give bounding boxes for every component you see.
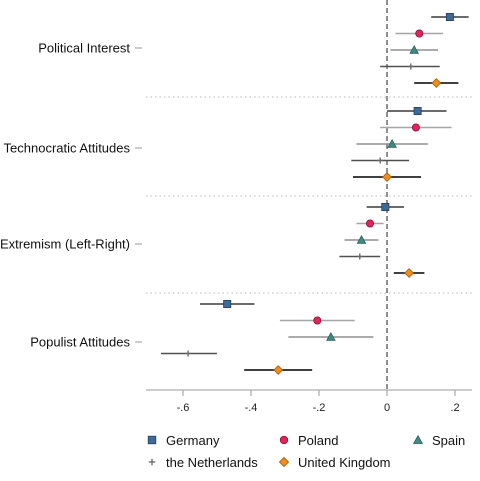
point-poland-technocratic-attitudes xyxy=(411,123,420,132)
point-united-kingdom-extremism-left-right xyxy=(404,268,414,278)
y-label-extremism-left-right: Extremism (Left-Right) xyxy=(0,237,130,252)
legend: Germany Poland Spain the Netherlands United … xyxy=(147,433,465,470)
point-united-kingdom-political-interest xyxy=(431,78,442,88)
point-estimates xyxy=(185,12,454,375)
x-tick-label-3: 0 xyxy=(384,402,390,414)
legend-item-united-kingdom: United Kingdom xyxy=(278,455,391,470)
point-united-kingdom-populist-attitudes xyxy=(273,365,284,375)
point-germany-political-interest xyxy=(445,12,454,21)
point-spain-technocratic-attitudes xyxy=(387,139,397,148)
point-germany-extremism-left-right xyxy=(381,202,390,211)
x-tick-label-4: .2 xyxy=(450,402,459,414)
x-tick-label-2: -.2 xyxy=(313,402,326,414)
x-tick-label-1: -.4 xyxy=(245,402,258,414)
group-separators xyxy=(146,96,472,294)
y-axis: Political Interest Technocratic Attitudes… xyxy=(0,41,142,350)
y-label-political-interest: Political Interest xyxy=(38,41,130,56)
y-label-technocratic-attitudes: Technocratic Attitudes xyxy=(4,141,131,156)
legend-label-spain: Spain xyxy=(432,433,465,448)
legend-item-the-netherlands: the Netherlands xyxy=(148,455,258,470)
point-the-netherlands-populist-attitudes xyxy=(185,350,192,357)
point-poland-populist-attitudes xyxy=(313,316,322,325)
confidence-intervals xyxy=(160,16,469,371)
legend-marker-united-kingdom xyxy=(278,456,290,468)
point-spain-populist-attitudes xyxy=(326,332,336,341)
point-spain-extremism-left-right xyxy=(356,235,367,244)
legend-marker-the-netherlands xyxy=(148,458,156,466)
point-united-kingdom-technocratic-attitudes xyxy=(382,172,392,182)
legend-marker-germany xyxy=(147,435,157,445)
legend-marker-poland xyxy=(279,435,289,445)
legend-label-poland: Poland xyxy=(298,433,338,448)
legend-item-germany: Germany xyxy=(147,433,220,448)
point-the-netherlands-technocratic-attitudes xyxy=(377,157,384,164)
legend-item-poland: Poland xyxy=(279,433,338,448)
legend-label-the-netherlands: the Netherlands xyxy=(166,455,258,470)
point-spain-political-interest xyxy=(409,45,420,54)
legend-marker-spain xyxy=(412,434,424,444)
point-poland-extremism-left-right xyxy=(365,219,374,228)
x-tick-label-0: -.6 xyxy=(177,402,190,414)
legend-label-germany: Germany xyxy=(166,433,220,448)
point-poland-political-interest xyxy=(415,29,424,38)
legend-item-spain: Spain xyxy=(412,433,465,448)
legend-label-united-kingdom: United Kingdom xyxy=(298,455,391,470)
point-germany-technocratic-attitudes xyxy=(413,107,422,116)
x-axis: -.6 -.4 -.2 0 .2 xyxy=(146,389,472,414)
y-label-populist-attitudes: Populist Attitudes xyxy=(30,335,130,350)
point-germany-populist-attitudes xyxy=(223,299,232,308)
point-the-netherlands-extremism-left-right xyxy=(356,253,363,260)
point-the-netherlands-political-interest xyxy=(407,63,414,70)
